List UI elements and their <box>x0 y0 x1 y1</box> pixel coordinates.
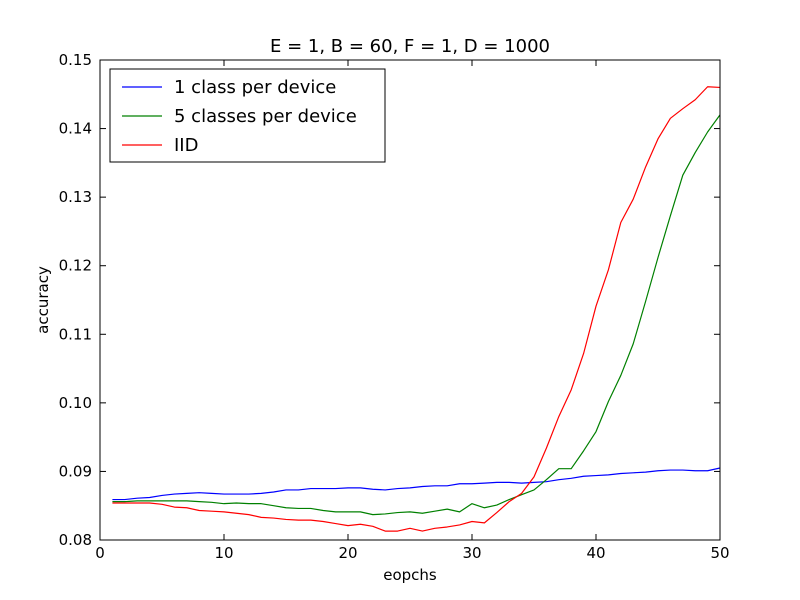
x-tick-label: 50 <box>710 544 729 562</box>
series-line-2 <box>112 114 721 516</box>
y-tick-label: 0.10 <box>59 394 92 412</box>
y-tick-label: 0.09 <box>59 462 92 480</box>
y-tick-label: 0.11 <box>59 325 92 343</box>
x-axis-title: eopchs <box>383 566 437 584</box>
chart-title: E = 1, B = 60, F = 1, D = 1000 <box>270 36 550 57</box>
plot-area <box>112 86 721 532</box>
y-tick-label: 0.13 <box>59 188 92 206</box>
plot-frame <box>99 59 721 541</box>
x-tick-label: 10 <box>214 544 233 562</box>
series-line-1 <box>112 467 721 501</box>
x-tick-label: 0 <box>95 544 105 562</box>
y-tick-label: 0.14 <box>59 120 92 138</box>
legend-label-1: 1 class per device <box>174 77 336 98</box>
axis-ticks: 0 10 20 30 40 50 0.08 0.09 0.10 0.11 0.12 0.13 0.14 0… <box>59 51 730 562</box>
legend-label-2: 5 classes per device <box>174 106 357 127</box>
y-axis-title: accuracy <box>34 266 52 334</box>
x-tick-label: 30 <box>462 544 481 562</box>
series-line-3 <box>112 86 721 532</box>
legend: 1 class per device 5 classes per device II… <box>109 68 386 163</box>
y-tick-label: 0.12 <box>59 257 92 275</box>
y-tick-label: 0.15 <box>59 51 92 69</box>
y-tick-label: 0.08 <box>59 531 92 549</box>
legend-label-3: IID <box>174 135 198 156</box>
x-tick-label: 40 <box>586 544 605 562</box>
x-tick-label: 20 <box>338 544 357 562</box>
